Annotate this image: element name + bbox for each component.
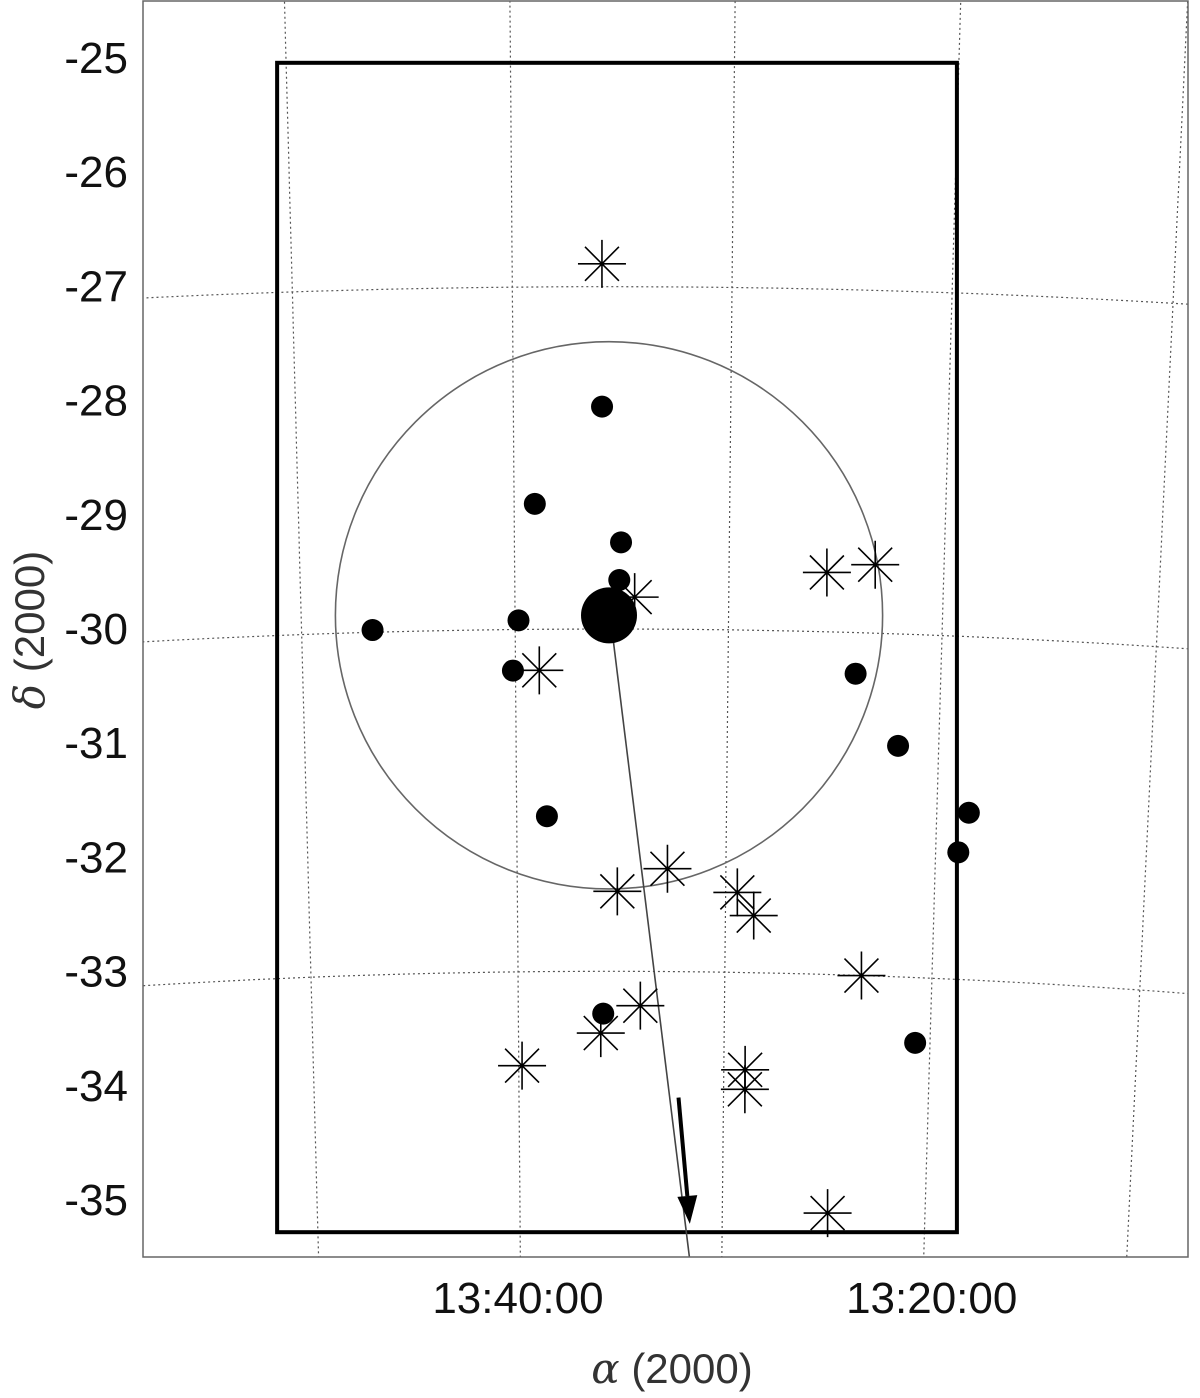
circle-marker xyxy=(608,568,631,591)
asterisk-marker xyxy=(713,868,762,917)
survey-box xyxy=(275,60,959,1235)
circle-marker xyxy=(610,531,633,554)
asterisk-marker xyxy=(803,1189,852,1238)
asterisk-marker xyxy=(802,548,851,597)
x-axis-symbol: α xyxy=(591,1344,619,1393)
circle-marker xyxy=(535,805,558,828)
circle-marker xyxy=(501,659,524,682)
y-tick-label: -29 xyxy=(64,491,128,540)
asterisk-marker xyxy=(616,981,665,1030)
y-tick-label: -30 xyxy=(64,605,128,654)
circle-marker xyxy=(591,395,614,418)
y-tick-label: -27 xyxy=(64,262,128,311)
grid-line-ra xyxy=(721,1,736,1257)
x-tick-label: 13:40:00 xyxy=(432,1274,603,1323)
asterisk-marker xyxy=(498,1041,547,1090)
y-tick-label: -31 xyxy=(64,719,128,768)
circle-marker xyxy=(904,1031,927,1054)
grid-line-dec xyxy=(143,286,1188,305)
y-axis-text: (2000) xyxy=(6,551,53,672)
plot-frame xyxy=(142,0,1189,1258)
asterisk-marker xyxy=(576,1009,625,1058)
asterisk-marker xyxy=(729,891,778,940)
circle-marker xyxy=(957,801,980,824)
asterisk-marker xyxy=(720,1065,769,1114)
asterisk-marker xyxy=(515,646,564,695)
coordinate-grid xyxy=(143,1,1188,1257)
y-tick-label: -26 xyxy=(64,148,128,197)
grid-line-dec xyxy=(143,628,1188,650)
y-tick-labels: -25 -26 -27 -28 -29 -30 -31 -32 -33 -34 -35 xyxy=(64,34,128,1225)
grid-line-ra xyxy=(283,1,320,1257)
x-tick-labels: 13:40:00 13:20:00 xyxy=(432,1274,1017,1323)
y-tick-label: -35 xyxy=(64,1176,128,1225)
circle-marker xyxy=(887,734,910,757)
circle-marker xyxy=(507,609,530,632)
chart-overlays xyxy=(275,60,959,1257)
grid-line-dec xyxy=(143,970,1188,995)
central-object-marker xyxy=(581,587,637,644)
direction-arrow-head xyxy=(677,1195,698,1224)
y-axis-symbol: δ xyxy=(5,684,54,709)
y-axis-label: δ (2000) xyxy=(5,551,54,709)
x-tick-label: 13:20:00 xyxy=(846,1274,1017,1323)
trajectory-line xyxy=(612,640,691,1257)
y-tick-label: -28 xyxy=(64,377,128,426)
circle-marker xyxy=(844,662,867,685)
asterisk-marker xyxy=(593,867,642,916)
circle-marker xyxy=(947,841,970,864)
grid-line-ra xyxy=(509,1,521,1257)
x-axis-text: (2000) xyxy=(631,1345,752,1392)
asterisk-marker xyxy=(577,239,626,288)
direction-arrow-shaft xyxy=(676,1097,690,1197)
asterisk-marker xyxy=(643,844,692,893)
y-tick-label: -25 xyxy=(64,34,128,83)
x-axis-label: α (2000) xyxy=(591,1344,752,1393)
asterisk-marker xyxy=(610,573,659,622)
y-tick-label: -32 xyxy=(64,833,128,882)
y-tick-label: -34 xyxy=(64,1062,128,1111)
data-markers xyxy=(361,239,980,1238)
search-circle xyxy=(334,340,884,890)
circle-marker xyxy=(523,492,546,515)
asterisk-marker xyxy=(851,540,900,589)
y-tick-label: -33 xyxy=(64,948,128,997)
circle-marker xyxy=(592,1002,615,1025)
circle-marker xyxy=(361,619,384,642)
asterisk-marker xyxy=(837,951,886,1000)
grid-line-ra xyxy=(1126,1,1188,1257)
